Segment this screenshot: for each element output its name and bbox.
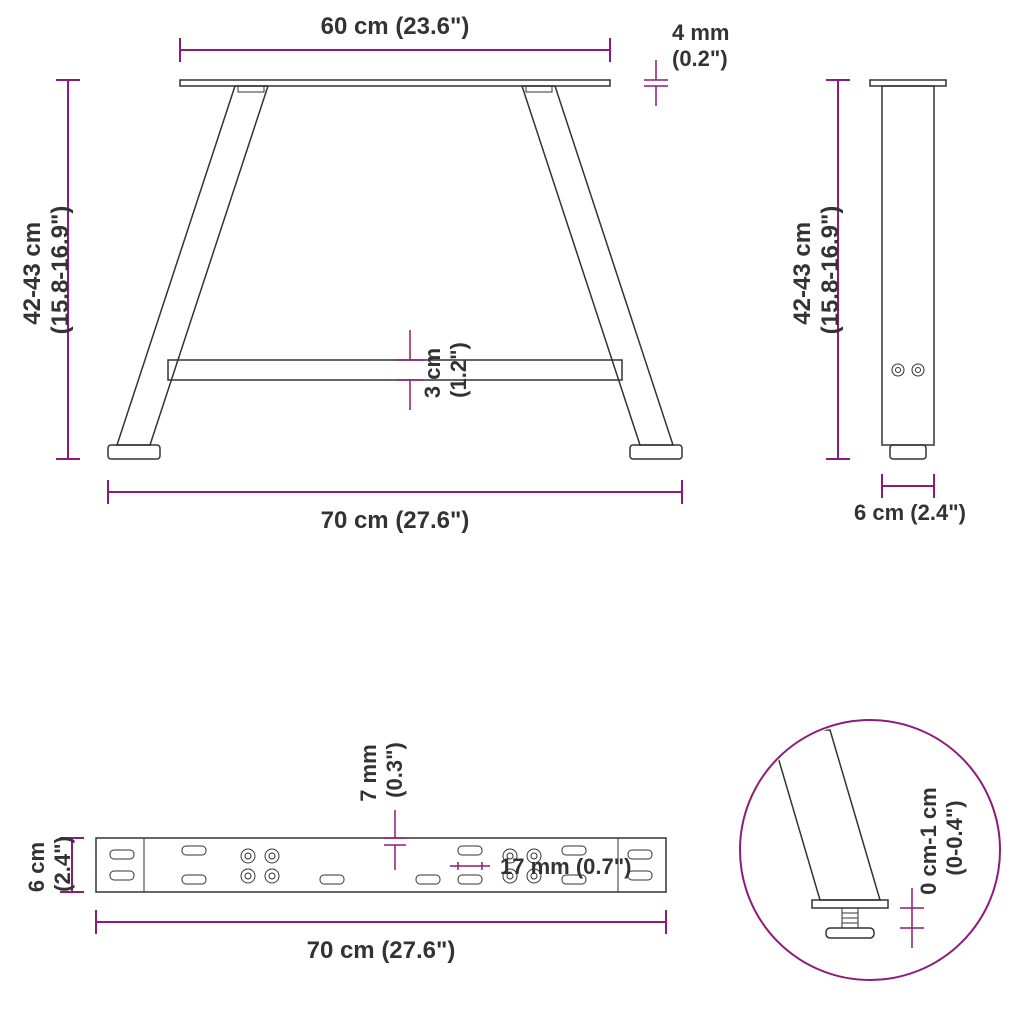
- dim-side-height: 42-43 cm (15.8-16.9"): [789, 206, 844, 335]
- dim-tab-thk: 7 mm (0.3"): [356, 738, 407, 802]
- dim-top-depth: 6 cm (2.4"): [24, 836, 75, 892]
- dim-side-depth: 6 cm (2.4"): [854, 500, 966, 525]
- dim-top-width: 60 cm (23.6"): [321, 13, 470, 40]
- dim-top-length: 70 cm (27.6"): [307, 937, 456, 964]
- dim-plate-thk-l1: 4 mm: [672, 20, 729, 45]
- dim-adjuster: 0 cm-1 cm (0-0.4"): [916, 781, 967, 895]
- dim-front-height: 42-43 cm (15.8-16.9"): [19, 206, 74, 335]
- dim-slot-width: 17 mm (0.7"): [500, 854, 631, 879]
- dim-plate-thk-l2: (0.2"): [672, 46, 728, 71]
- dim-crossbar: 3 cm (1.2"): [420, 342, 471, 398]
- dim-bottom-width: 70 cm (27.6"): [321, 507, 470, 534]
